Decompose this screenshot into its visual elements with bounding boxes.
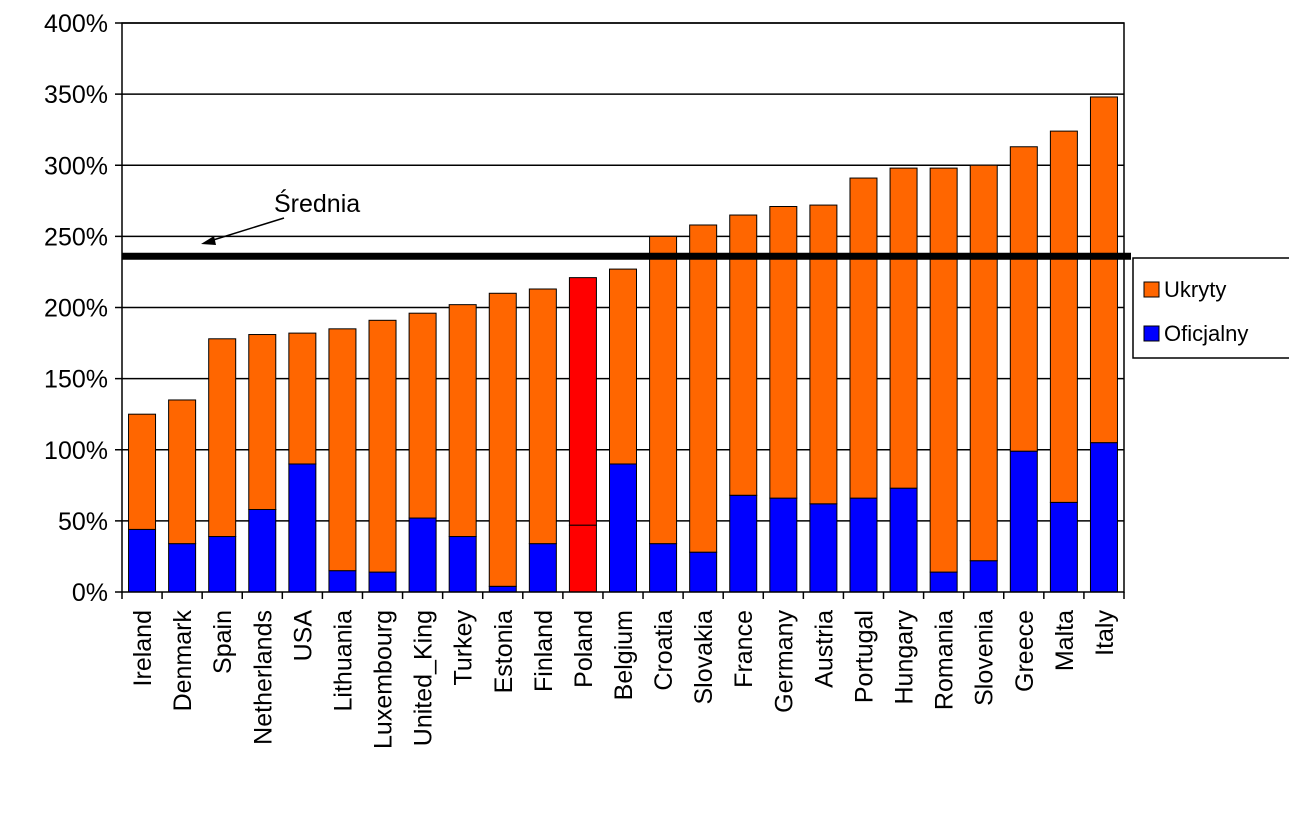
category-label: USA — [289, 610, 317, 662]
bar-ukryty-usa — [288, 332, 317, 465]
bar-oficjalny-austria — [809, 503, 838, 593]
bar-oficjalny-usa — [288, 463, 317, 593]
bar-ukryty-romania — [929, 167, 958, 573]
bar-oficjalny-malta — [1049, 501, 1078, 593]
category-label: Slovenia — [971, 610, 999, 706]
category-label: Austria — [810, 610, 838, 688]
bar-oficjalny-united_king — [408, 517, 437, 593]
bar-oficjalny-greece — [1009, 450, 1038, 593]
bar-oficjalny-poland — [568, 524, 597, 593]
bar-ukryty-poland — [568, 277, 597, 526]
bar-oficjalny-romania — [929, 571, 958, 593]
category-label: Finland — [530, 610, 558, 692]
bar-ukryty-ireland — [128, 413, 157, 530]
category-label: Estonia — [490, 610, 518, 693]
bars — [128, 96, 1118, 593]
annotation-arrowhead — [201, 236, 216, 245]
average-annotation: Średnia — [274, 188, 360, 218]
axes: 0% 50% 100% 150% 200% 250% 300% 350% 400% Ireland… — [44, 10, 1125, 749]
bar-oficjalny-denmark — [168, 543, 197, 593]
category-label: United_King — [410, 610, 438, 746]
bar-ukryty-united_king — [408, 312, 437, 519]
category-label: Ireland — [129, 610, 157, 686]
legend-label: Oficjalny — [1164, 321, 1248, 346]
y-tick-label: 50% — [58, 508, 108, 536]
bar-ukryty-italy — [1089, 96, 1118, 444]
category-label: Luxembourg — [370, 610, 398, 749]
category-label: Denmark — [169, 610, 197, 712]
category-label: Lithuania — [329, 610, 357, 712]
bar-ukryty-malta — [1049, 130, 1078, 503]
y-tick-label: 300% — [44, 152, 108, 180]
legend: Ukryty Oficjalny — [1132, 257, 1289, 359]
legend-swatch — [1143, 281, 1160, 298]
bar-oficjalny-slovakia — [689, 551, 718, 593]
plot-border — [121, 22, 1125, 593]
category-label: Croatia — [650, 610, 678, 691]
bar-ukryty-finland — [528, 288, 557, 545]
bar-ukryty-germany — [769, 206, 798, 499]
bar-oficjalny-hungary — [889, 487, 918, 593]
bar-ukryty-slovenia — [969, 164, 998, 562]
bar-oficjalny-portugal — [849, 497, 878, 593]
bar-ukryty-greece — [1009, 146, 1038, 452]
category-label: Turkey — [450, 610, 478, 686]
category-label: Belgium — [610, 610, 638, 700]
category-label: Greece — [1011, 610, 1039, 692]
bar-oficjalny-turkey — [448, 536, 477, 593]
y-tick-label: 0% — [72, 579, 108, 607]
bar-oficjalny-ireland — [128, 528, 157, 593]
bar-ukryty-portugal — [849, 177, 878, 499]
category-label: Poland — [570, 610, 598, 688]
legend-label: Ukryty — [1164, 277, 1226, 302]
bar-ukryty-netherlands — [248, 334, 277, 510]
bar-ukryty-croatia — [649, 235, 678, 545]
y-tick-label: 100% — [44, 437, 108, 465]
category-label: Romania — [931, 610, 959, 710]
category-label: Portugal — [850, 610, 878, 703]
category-label: France — [730, 610, 758, 688]
bar-ukryty-denmark — [168, 399, 197, 545]
bar-oficjalny-belgium — [609, 463, 637, 593]
bar-ukryty-turkey — [448, 304, 477, 538]
bar-ukryty-hungary — [889, 167, 918, 489]
bar-oficjalny-france — [729, 494, 758, 593]
category-label: Italy — [1091, 610, 1119, 656]
y-tick-label: 400% — [44, 10, 108, 38]
bar-oficjalny-netherlands — [248, 508, 277, 593]
bar-ukryty-austria — [809, 204, 838, 505]
bar-ukryty-belgium — [609, 268, 637, 465]
category-label: Slovakia — [690, 610, 718, 705]
bar-ukryty-slovakia — [689, 224, 718, 553]
y-tick-label: 200% — [44, 295, 108, 323]
bar-ukryty-spain — [208, 338, 237, 538]
bar-oficjalny-croatia — [649, 543, 678, 593]
y-tick-label: 250% — [44, 223, 108, 251]
bar-ukryty-estonia — [488, 292, 517, 587]
category-label: Malta — [1051, 610, 1079, 671]
annotation-arrow — [209, 217, 285, 242]
bar-oficjalny-slovenia — [969, 560, 998, 593]
bar-oficjalny-lithuania — [328, 570, 357, 593]
reference-line-group: Średnia — [122, 188, 1131, 260]
bar-ukryty-luxembourg — [368, 319, 397, 573]
bar-oficjalny-estonia — [488, 585, 517, 593]
bar-oficjalny-finland — [528, 543, 557, 593]
bar-ukryty-lithuania — [328, 328, 357, 572]
legend-swatch — [1143, 325, 1160, 342]
bar-oficjalny-spain — [208, 536, 237, 593]
bar-ukryty-france — [729, 214, 758, 496]
bar-oficjalny-luxembourg — [368, 571, 397, 593]
bar-oficjalny-germany — [769, 497, 798, 593]
category-label: Netherlands — [249, 610, 277, 745]
bar-oficjalny-italy — [1089, 442, 1118, 593]
category-label: Hungary — [891, 610, 919, 705]
y-tick-label: 150% — [44, 366, 108, 394]
category-label: Spain — [209, 610, 237, 674]
y-tick-label: 350% — [44, 81, 108, 109]
category-label: Germany — [770, 610, 798, 713]
